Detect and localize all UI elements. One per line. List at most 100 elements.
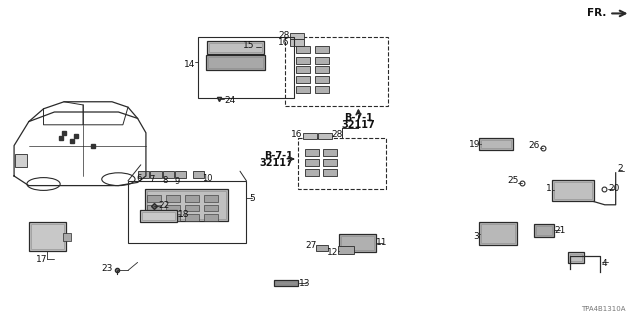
Bar [303,133,317,139]
Bar [479,222,517,245]
Text: 8: 8 [163,176,168,185]
Bar [185,195,199,202]
Bar [128,181,246,243]
Bar [207,41,264,54]
Bar [150,171,162,178]
Bar [274,280,298,286]
Text: FR.: FR. [588,8,607,19]
Text: 25: 25 [507,176,518,185]
Text: 15: 15 [243,41,255,50]
Text: B-7-1: B-7-1 [344,113,373,123]
Bar [315,66,329,73]
Bar [481,140,511,148]
Text: 24: 24 [224,96,236,105]
Bar [296,66,310,73]
Bar [316,245,328,251]
Bar [63,233,71,241]
Text: 22: 22 [159,201,170,210]
Text: 14: 14 [184,60,195,68]
Bar [147,191,227,219]
Text: 6: 6 [137,174,142,183]
Bar [209,43,262,52]
Bar [481,224,515,243]
Text: 28: 28 [278,31,289,40]
Bar [305,169,319,176]
Text: 32117: 32117 [259,157,293,168]
Text: 26: 26 [528,141,540,150]
Text: B-7-1: B-7-1 [264,151,293,161]
Bar [298,138,386,189]
Bar [315,46,329,53]
Bar [166,195,180,202]
Bar [147,214,161,221]
Text: 16: 16 [291,130,302,139]
Bar [340,236,374,250]
Bar [208,57,263,68]
Bar [554,182,591,199]
Text: 9: 9 [175,177,180,186]
Bar [166,205,180,211]
Bar [338,246,354,254]
Text: 20: 20 [608,184,620,193]
Text: 16: 16 [278,38,289,47]
Text: 21: 21 [554,226,566,235]
Bar [323,149,337,156]
Bar [323,169,337,176]
Bar [318,133,332,139]
Text: 12: 12 [326,248,338,257]
Bar [285,37,388,106]
Bar [193,171,204,178]
Text: 1: 1 [546,184,552,193]
Bar [31,224,64,249]
Bar [29,222,66,251]
Bar [175,171,186,178]
Text: 11: 11 [376,238,388,247]
Text: 19: 19 [468,140,480,148]
Text: 2: 2 [618,164,623,172]
Bar [305,159,319,166]
Bar [140,210,177,222]
Bar [339,235,376,252]
Bar [290,33,304,39]
Bar [479,138,513,150]
Text: TPA4B1310A: TPA4B1310A [581,306,626,312]
Text: 18: 18 [178,210,189,219]
Text: 5: 5 [250,194,255,203]
Text: 4: 4 [602,260,607,268]
Bar [315,86,329,93]
Bar [315,57,329,64]
Bar [138,171,149,178]
Bar [296,86,310,93]
Text: 13: 13 [299,279,310,288]
Bar [163,171,174,178]
Text: 27: 27 [305,241,317,250]
Bar [296,57,310,64]
Bar [296,76,310,83]
Bar [204,205,218,211]
Bar [552,180,594,201]
Bar [142,212,175,220]
Bar [534,224,554,237]
Bar [198,37,294,98]
Bar [536,226,552,235]
Bar [166,214,180,221]
Bar [147,195,161,202]
Bar [185,205,199,211]
Bar [305,149,319,156]
Bar [206,55,265,70]
Bar [296,46,310,53]
Text: 3: 3 [473,232,479,241]
Bar [204,214,218,221]
Text: 23: 23 [101,264,113,273]
Text: 17: 17 [36,255,47,264]
Bar [204,195,218,202]
Bar [315,76,329,83]
Text: 32117: 32117 [342,120,375,130]
Bar [323,159,337,166]
Bar [15,154,27,167]
Bar [570,254,582,261]
Bar [290,39,304,46]
Text: 10: 10 [202,174,212,183]
Bar [185,214,199,221]
Bar [145,189,228,221]
